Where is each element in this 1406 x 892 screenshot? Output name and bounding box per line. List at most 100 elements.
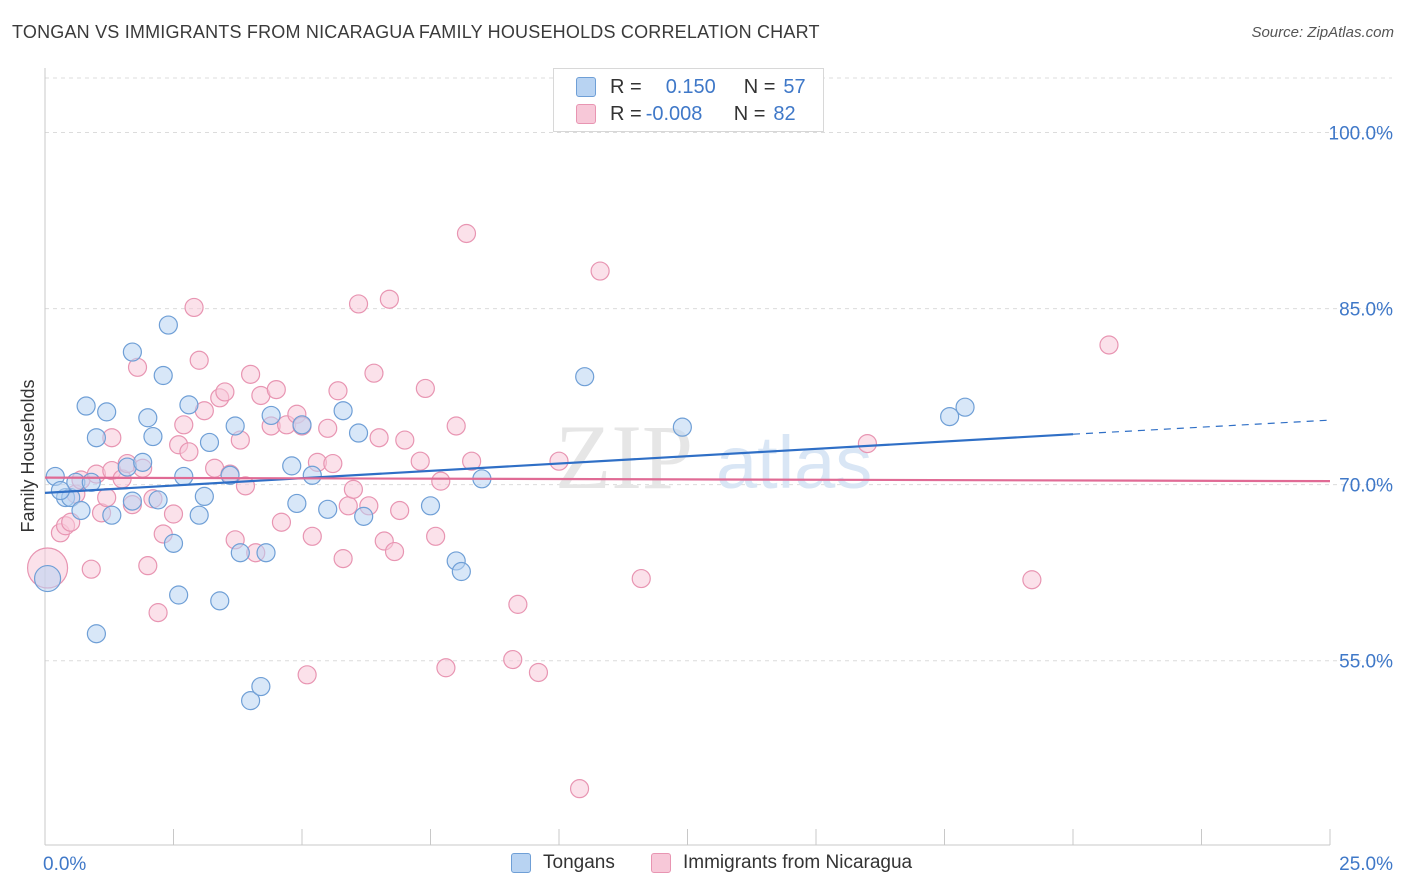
- data-point-tongans: [261, 405, 281, 426]
- watermark-atlas: atlas: [716, 421, 872, 504]
- data-point-tongans: [420, 496, 441, 516]
- data-point-nicaragua: [410, 451, 430, 471]
- legend-n-label: N =: [743, 75, 776, 98]
- data-point-nicaragua: [215, 382, 235, 402]
- data-point-nicaragua: [508, 594, 528, 614]
- data-point-nicaragua: [446, 416, 466, 436]
- data-point-tongans: [50, 480, 71, 501]
- data-point-tongans: [122, 342, 142, 362]
- legend-swatch-tongans: [511, 853, 531, 873]
- trend-line-tongans-extension: [1072, 419, 1331, 435]
- data-point-nicaragua: [431, 471, 451, 491]
- data-point-tongans: [302, 465, 322, 485]
- data-point-tongans: [174, 466, 194, 487]
- data-point-nicaragua: [318, 418, 338, 438]
- data-point-nicaragua: [364, 363, 384, 383]
- data-point-tongans: [122, 491, 142, 511]
- data-point-tongans: [148, 490, 168, 510]
- data-point-tongans: [199, 432, 220, 453]
- data-point-nicaragua: [1022, 570, 1042, 590]
- watermark: ZIP atlas: [555, 406, 872, 508]
- data-point-nicaragua: [81, 559, 101, 579]
- legend-n-value: 57: [783, 75, 806, 98]
- data-point-nicaragua: [426, 526, 446, 546]
- data-point-nicaragua: [184, 297, 204, 318]
- legend-label-tongans: Tongans: [543, 852, 615, 873]
- data-point-nicaragua: [569, 779, 590, 799]
- data-point-nicaragua: [384, 541, 405, 562]
- data-point-nicaragua: [148, 603, 168, 623]
- data-point-tongans: [256, 543, 276, 563]
- data-point-nicaragua: [415, 378, 435, 399]
- data-point-nicaragua: [271, 512, 292, 532]
- data-point-nicaragua: [328, 381, 348, 401]
- legend-r-label: R =: [610, 75, 642, 98]
- data-point-tongans: [333, 401, 353, 421]
- source-credit: Source: ZipAtlas.com: [1251, 24, 1394, 41]
- correlation-legend: R = 0.150 N = 57 R = -0.008 N = 82: [553, 68, 824, 132]
- data-point-tongans: [672, 417, 692, 437]
- data-point-nicaragua: [302, 526, 322, 546]
- data-point-nicaragua: [333, 549, 353, 569]
- data-point-tongans: [102, 505, 122, 525]
- axis-labels: 55.0% 70.0% 85.0% 100.0% 0.0% 25.0% Family Hou…: [18, 124, 1393, 875]
- axis-layer: [44, 68, 1331, 846]
- data-point-nicaragua: [338, 496, 358, 516]
- legend-row-tongans: R = 0.150 N = 57: [576, 73, 806, 101]
- data-point-nicaragua: [528, 662, 549, 683]
- legend-item-nicaragua[interactable]: Immigrants from Nicaragua: [651, 852, 912, 874]
- data-point-tongans: [133, 452, 153, 472]
- data-point-tongans: [97, 402, 117, 422]
- data-point-tongans: [230, 543, 250, 563]
- data-point-tongans: [33, 564, 62, 593]
- data-point-tongans: [81, 472, 101, 492]
- data-point-nicaragua: [343, 479, 363, 499]
- x-tick-label-max: 25.0%: [1339, 854, 1393, 875]
- data-point-tongans: [179, 395, 199, 415]
- data-point-tongans: [86, 624, 107, 644]
- x-tick-label-min: 0.0%: [43, 854, 86, 875]
- y-tick-label: 85.0%: [1339, 300, 1393, 321]
- data-point-tongans: [220, 465, 240, 485]
- data-point-nicaragua: [348, 294, 369, 314]
- data-point-tongans: [955, 397, 975, 417]
- data-point-nicaragua: [436, 658, 456, 678]
- data-point-tongans: [86, 428, 107, 448]
- legend-n-value: 82: [773, 102, 796, 125]
- data-point-nicaragua: [163, 504, 184, 524]
- data-point-nicaragua: [590, 261, 610, 281]
- legend-item-tongans[interactable]: Tongans: [511, 852, 615, 874]
- data-point-nicaragua: [138, 556, 158, 576]
- data-point-tongans: [71, 500, 91, 521]
- data-point-nicaragua: [857, 433, 878, 454]
- data-point-nicaragua: [379, 289, 399, 309]
- data-point-tongans: [158, 315, 178, 335]
- data-point-nicaragua: [369, 428, 389, 448]
- data-point-tongans: [940, 406, 960, 427]
- data-point-nicaragua: [390, 500, 410, 521]
- data-point-nicaragua: [462, 451, 482, 471]
- y-tick-label: 100.0%: [1329, 124, 1394, 145]
- legend-swatch-tongans: [576, 77, 596, 97]
- data-point-tongans: [153, 365, 173, 386]
- data-point-tongans: [194, 486, 214, 507]
- y-tick-label: 70.0%: [1339, 476, 1393, 497]
- data-point-nicaragua: [179, 442, 199, 462]
- trend-lines: [44, 419, 1331, 494]
- data-point-tongans: [143, 426, 163, 447]
- legend-label-nicaragua: Immigrants from Nicaragua: [683, 852, 913, 873]
- data-point-tongans: [210, 591, 230, 611]
- data-point-nicaragua: [503, 649, 523, 670]
- legend-r-label: R =: [610, 102, 642, 125]
- y-axis-label: Family Households: [18, 379, 38, 532]
- data-point-nicaragua: [297, 665, 317, 685]
- data-point-tongans: [318, 499, 338, 519]
- data-point-tongans: [282, 456, 302, 476]
- trend-line-nicaragua: [44, 476, 1331, 483]
- data-point-tongans: [251, 676, 271, 697]
- data-point-nicaragua: [549, 451, 569, 471]
- data-point-tongans: [451, 561, 471, 582]
- data-point-tongans: [348, 423, 369, 443]
- data-point-nicaragua: [456, 223, 477, 244]
